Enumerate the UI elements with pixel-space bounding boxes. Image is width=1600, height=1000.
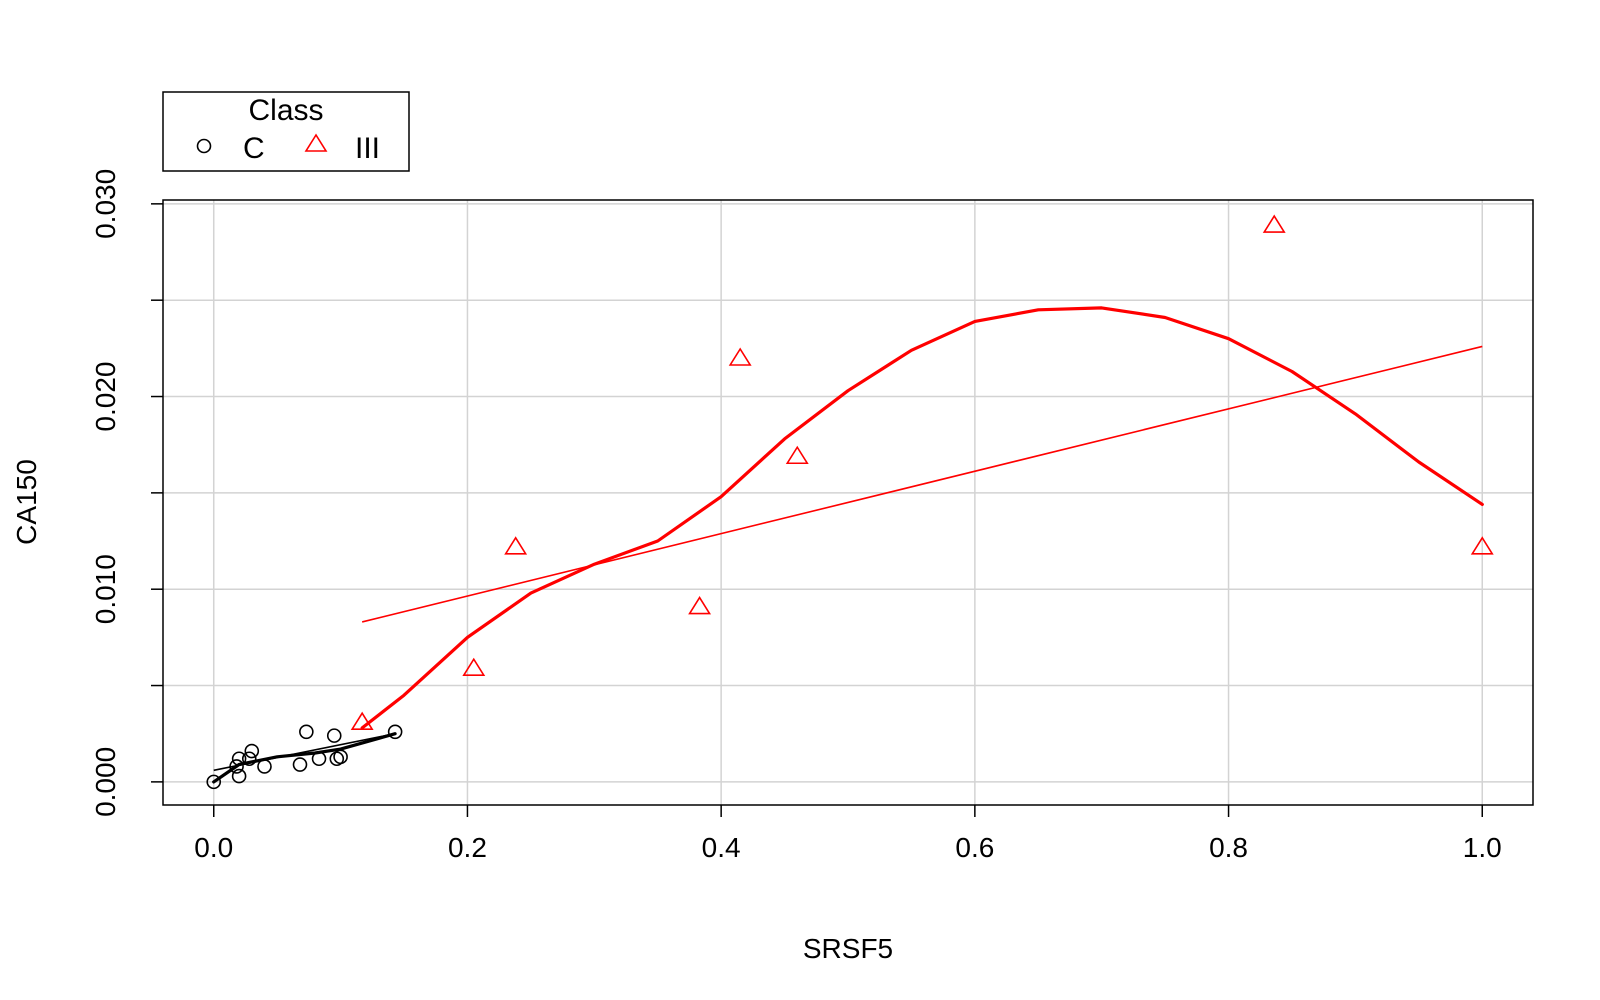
y-tick-label: 0.020 (90, 361, 121, 431)
legend-label-c: C (243, 132, 265, 165)
plot-frame (162, 199, 1534, 806)
data-point-iii (785, 445, 809, 465)
data-point-c (229, 759, 244, 774)
x-tick-label: 0.8 (1209, 832, 1248, 863)
smooth-fit-iii (360, 306, 1484, 730)
x-tick-label: 0.2 (448, 832, 487, 863)
data-point-iii (504, 536, 528, 555)
data-point-c (333, 749, 348, 765)
data-point-iii (1262, 214, 1286, 233)
data-point-c (326, 728, 342, 743)
data-point-c (231, 751, 247, 767)
data-point-iii (1470, 536, 1494, 555)
legend-box (162, 91, 410, 172)
data-point-c (311, 751, 327, 767)
data-point-iii (728, 347, 752, 366)
y-axis-label: CA150 (11, 459, 42, 545)
x-tick-label: 0.4 (702, 832, 741, 863)
legend: Class C III (162, 91, 410, 172)
data-point-iii (462, 657, 486, 677)
data-points (206, 214, 1494, 790)
data-point-c (292, 757, 308, 772)
data-point-c (387, 724, 403, 740)
data-point-c (244, 743, 260, 759)
data-point-iii (688, 596, 712, 615)
data-point-c (257, 759, 272, 774)
y-tick-label: 0.030 (90, 169, 121, 239)
y-tick-label: 0.000 (90, 747, 121, 817)
linear-fit-iii (361, 345, 1483, 623)
data-point-c (241, 751, 257, 767)
x-axis-label: SRSF5 (803, 933, 893, 964)
data-point-iii (350, 711, 374, 730)
legend-marker-iii (304, 133, 328, 152)
y-axis: 0.000 0.010 0.020 0.030 (90, 169, 163, 817)
x-tick-label: 1.0 (1463, 832, 1502, 863)
x-tick-label: 0.6 (955, 832, 994, 863)
x-axis: 0.0 0.2 0.4 0.6 0.8 1.0 (194, 805, 1502, 863)
legend-title: Class (248, 94, 323, 127)
fit-lines (212, 306, 1484, 784)
data-point-c (299, 724, 314, 740)
y-tick-label: 0.010 (90, 554, 121, 624)
data-point-c (231, 768, 247, 784)
smooth-fit-c (212, 732, 397, 784)
data-point-c (206, 774, 222, 790)
x-tick-label: 0.0 (194, 832, 233, 863)
legend-marker-c (196, 138, 212, 154)
legend-label-iii: III (355, 132, 380, 165)
